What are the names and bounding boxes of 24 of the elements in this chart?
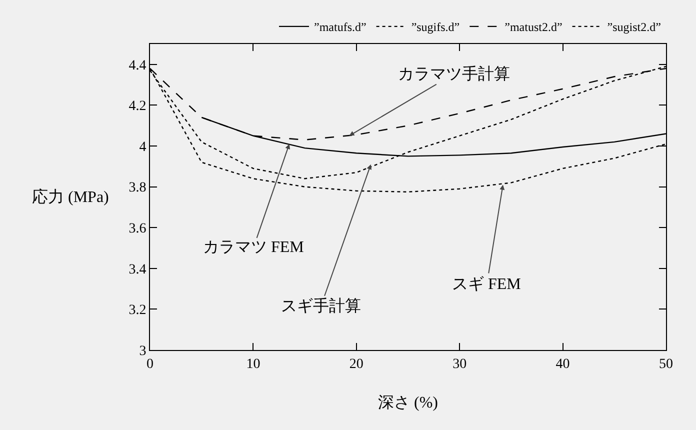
x-axis-title: 深さ (%) bbox=[378, 394, 438, 412]
y-tick-label: 3.4 bbox=[128, 262, 146, 278]
annotation: カラマツ手計算 bbox=[398, 65, 510, 83]
y-tick-label: 4.4 bbox=[128, 58, 146, 74]
x-tick-label: 20 bbox=[349, 356, 364, 372]
legend-label: ”sugifs.d” bbox=[411, 20, 460, 34]
legend-label: ”matust2.d” bbox=[504, 20, 562, 34]
x-tick-label: 40 bbox=[556, 356, 570, 372]
x-tick-label: 30 bbox=[452, 356, 467, 372]
y-tick-label: 4.2 bbox=[128, 99, 146, 114]
y-tick-label: 4 bbox=[139, 140, 146, 155]
legend-label: ”sugist2.d” bbox=[607, 20, 661, 34]
y-tick-label: 3 bbox=[139, 344, 146, 359]
y-tick-label: 3.2 bbox=[128, 303, 146, 318]
x-tick-label: 0 bbox=[146, 356, 154, 372]
y-tick-label: 3.6 bbox=[128, 222, 146, 236]
annotation: カラマツ FEM bbox=[203, 239, 304, 256]
y-axis-title: 応力 (MPa) bbox=[32, 188, 109, 206]
annotation: スギ手計算 bbox=[281, 297, 361, 315]
x-tick-label: 10 bbox=[246, 356, 260, 372]
legend-label: ”matufs.d” bbox=[314, 20, 366, 34]
y-tick-label: 3.8 bbox=[128, 180, 146, 196]
x-tick-label: 50 bbox=[659, 356, 673, 372]
annotation: スギ FEM bbox=[452, 275, 521, 293]
